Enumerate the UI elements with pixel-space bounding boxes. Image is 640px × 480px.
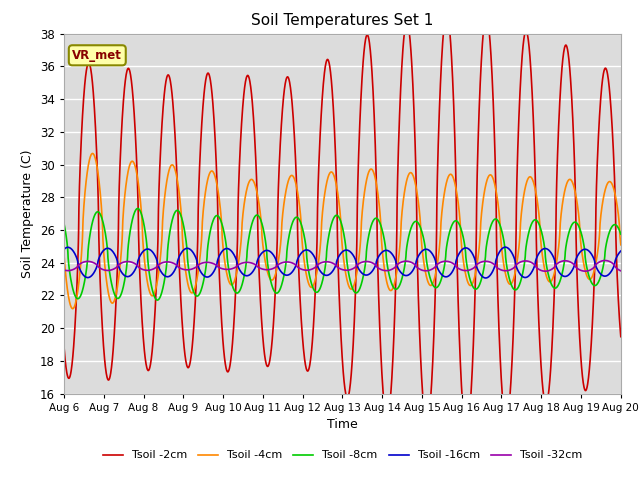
Tsoil -32cm	[242, 260, 250, 265]
Tsoil -16cm	[173, 263, 180, 268]
Tsoil -8cm	[350, 288, 358, 294]
Tsoil -2cm	[349, 342, 357, 348]
Tsoil -32cm	[60, 267, 68, 273]
Tsoil -2cm	[463, 429, 470, 434]
Tsoil -4cm	[68, 306, 76, 312]
Tsoil -2cm	[173, 167, 180, 173]
Legend: Tsoil -2cm, Tsoil -4cm, Tsoil -8cm, Tsoil -16cm, Tsoil -32cm: Tsoil -2cm, Tsoil -4cm, Tsoil -8cm, Tsoi…	[99, 446, 586, 465]
Tsoil -8cm	[312, 289, 320, 295]
Tsoil -32cm	[349, 265, 357, 271]
Tsoil -4cm	[350, 283, 358, 289]
Tsoil -2cm	[312, 274, 320, 280]
Tsoil -2cm	[60, 344, 68, 349]
Tsoil -8cm	[617, 231, 625, 237]
Tsoil -32cm	[254, 264, 262, 270]
Tsoil -4cm	[617, 242, 625, 248]
X-axis label: Time: Time	[327, 418, 358, 431]
Tsoil -8cm	[60, 221, 68, 227]
Tsoil -16cm	[60, 247, 68, 252]
Tsoil -2cm	[508, 360, 516, 365]
Tsoil -16cm	[349, 252, 357, 258]
Tsoil -16cm	[242, 273, 250, 278]
Tsoil -16cm	[312, 257, 320, 263]
Tsoil -4cm	[173, 177, 181, 182]
Line: Tsoil -32cm: Tsoil -32cm	[64, 261, 621, 271]
Title: Soil Temperatures Set 1: Soil Temperatures Set 1	[252, 13, 433, 28]
Tsoil -2cm	[242, 77, 250, 83]
Tsoil -2cm	[254, 242, 262, 248]
Tsoil -4cm	[60, 252, 68, 257]
Tsoil -16cm	[482, 275, 490, 281]
Tsoil -32cm	[617, 268, 625, 274]
Tsoil -4cm	[255, 199, 262, 205]
Line: Tsoil -16cm: Tsoil -16cm	[64, 247, 621, 278]
Tsoil -16cm	[508, 250, 516, 256]
Tsoil -8cm	[173, 207, 181, 213]
Tsoil -8cm	[508, 284, 516, 289]
Tsoil -32cm	[508, 266, 515, 272]
Tsoil -8cm	[243, 260, 250, 265]
Y-axis label: Soil Temperature (C): Soil Temperature (C)	[21, 149, 35, 278]
Tsoil -8cm	[134, 205, 141, 211]
Tsoil -8cm	[255, 213, 262, 219]
Tsoil -4cm	[243, 189, 250, 194]
Tsoil -2cm	[443, 11, 451, 17]
Line: Tsoil -4cm: Tsoil -4cm	[64, 154, 621, 309]
Tsoil -32cm	[601, 258, 609, 264]
Tsoil -32cm	[541, 268, 549, 274]
Tsoil -16cm	[617, 248, 625, 254]
Tsoil -8cm	[154, 297, 161, 303]
Tsoil -32cm	[173, 262, 180, 268]
Tsoil -4cm	[88, 151, 96, 156]
Tsoil -2cm	[617, 334, 625, 339]
Tsoil -16cm	[502, 244, 509, 250]
Tsoil -4cm	[312, 272, 320, 277]
Tsoil -32cm	[312, 264, 320, 270]
Line: Tsoil -8cm: Tsoil -8cm	[64, 208, 621, 300]
Text: VR_met: VR_met	[72, 49, 122, 62]
Tsoil -16cm	[254, 256, 262, 262]
Tsoil -4cm	[508, 280, 516, 286]
Line: Tsoil -2cm: Tsoil -2cm	[64, 14, 621, 432]
